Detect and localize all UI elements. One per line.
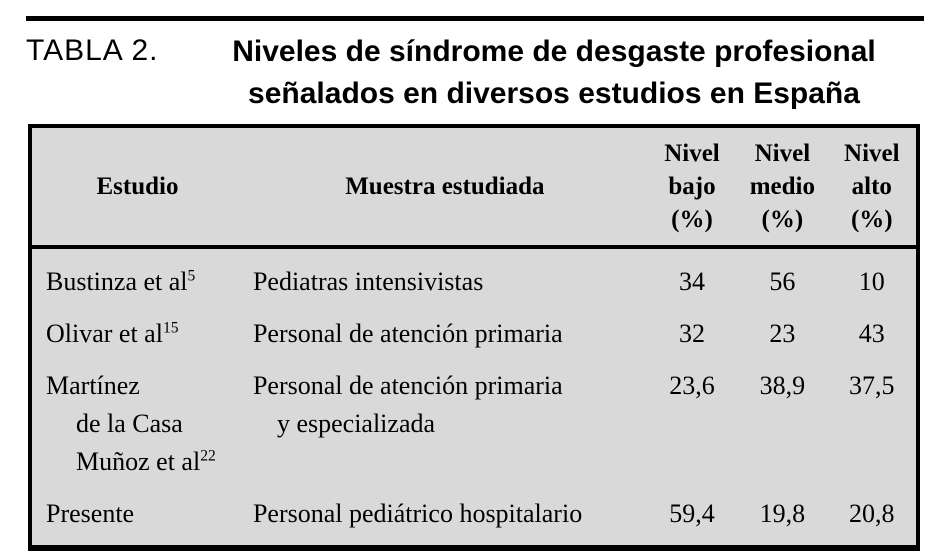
value-cell-nivel-bajo: 23,6 (669, 371, 715, 400)
study-name-text: Presente (46, 499, 135, 528)
sample-cell: Personal de atención primaria (243, 301, 647, 353)
table-row: Martínez de la Casa Muñoz et al22 Person… (30, 353, 918, 481)
table-caption-label: TABLA 2. (26, 34, 159, 67)
sample-cell: Pediatras intensivistas (243, 247, 647, 301)
sample-cell: Personal de atención primaria y especial… (243, 353, 647, 481)
column-header-nivel-medio: Nivel medio (%) (737, 126, 828, 249)
study-name-text: Bustinza et al (46, 267, 188, 296)
study-reference-superscript: 22 (200, 447, 216, 465)
value-cell-nivel-alto: 37,5 (849, 371, 895, 400)
table-caption-title: Niveles de síndrome de desgaste profesio… (232, 35, 876, 110)
table-figure: TABLA 2. Niveles de síndrome de desgaste… (26, 16, 924, 551)
study-cell: Bustinza et al5 (30, 247, 243, 301)
table-caption: TABLA 2. Niveles de síndrome de desgaste… (26, 31, 924, 115)
value-cell-nivel-alto: 20,8 (849, 499, 895, 528)
value-cell-nivel-medio: 38,9 (759, 371, 806, 400)
table-header: Estudio Muestra estudiada Nivel bajo (%)… (30, 126, 918, 249)
column-header-nivel-bajo: Nivel bajo (%) (646, 126, 738, 249)
value-cell-nivel-bajo: 59,4 (669, 499, 715, 528)
value-cell-nivel-medio: 19,8 (759, 499, 806, 528)
column-header-nivel-alto: Nivel alto (%) (827, 126, 918, 249)
study-name: Olivar et al15 (46, 315, 243, 353)
study-name: Presente (46, 495, 243, 533)
value-cell-nivel-bajo: 34 (678, 267, 705, 296)
study-cell: Martínez de la Casa Muñoz et al22 (30, 353, 243, 481)
data-table: Estudio Muestra estudiada Nivel bajo (%)… (28, 124, 920, 551)
study-cell: Presente (30, 481, 243, 548)
sample-text: Personal de atención primaria (252, 319, 563, 348)
study-reference-superscript: 15 (162, 319, 179, 337)
table-row: Bustinza et al5 Pediatras intensivistas … (30, 247, 918, 301)
study-reference-superscript: 5 (187, 267, 196, 285)
value-cell-nivel-bajo: 32 (678, 319, 705, 348)
table-body: Bustinza et al5 Pediatras intensivistas … (30, 247, 918, 548)
value-cell-nivel-medio: 56 (769, 267, 796, 296)
sample-text: Personal de atención primaria y especial… (252, 371, 563, 438)
table-row: Presente Personal pediátrico hospitalari… (30, 481, 918, 548)
study-name: Bustinza et al5 (46, 263, 243, 301)
table-row: Olivar et al15 Personal de atención prim… (30, 301, 918, 353)
study-cell: Olivar et al15 (30, 301, 243, 353)
header-row: Estudio Muestra estudiada Nivel bajo (%)… (30, 126, 918, 249)
value-cell-nivel-medio: 23 (769, 319, 796, 348)
value-cell-nivel-alto: 10 (858, 267, 885, 296)
column-header-estudio: Estudio (30, 126, 243, 249)
value-cell-nivel-alto: 43 (858, 319, 885, 348)
study-name-text: Martínez de la Casa Muñoz et al (46, 371, 201, 476)
study-name-text: Olivar et al (46, 319, 163, 348)
sample-cell: Personal pediátrico hospitalario (243, 481, 647, 548)
top-rule (26, 16, 924, 21)
sample-text: Personal pediátrico hospitalario (252, 499, 583, 528)
column-header-muestra: Muestra estudiada (242, 126, 647, 249)
study-name: Martínez de la Casa Muñoz et al22 (46, 367, 243, 481)
sample-text: Pediatras intensivistas (252, 267, 484, 296)
